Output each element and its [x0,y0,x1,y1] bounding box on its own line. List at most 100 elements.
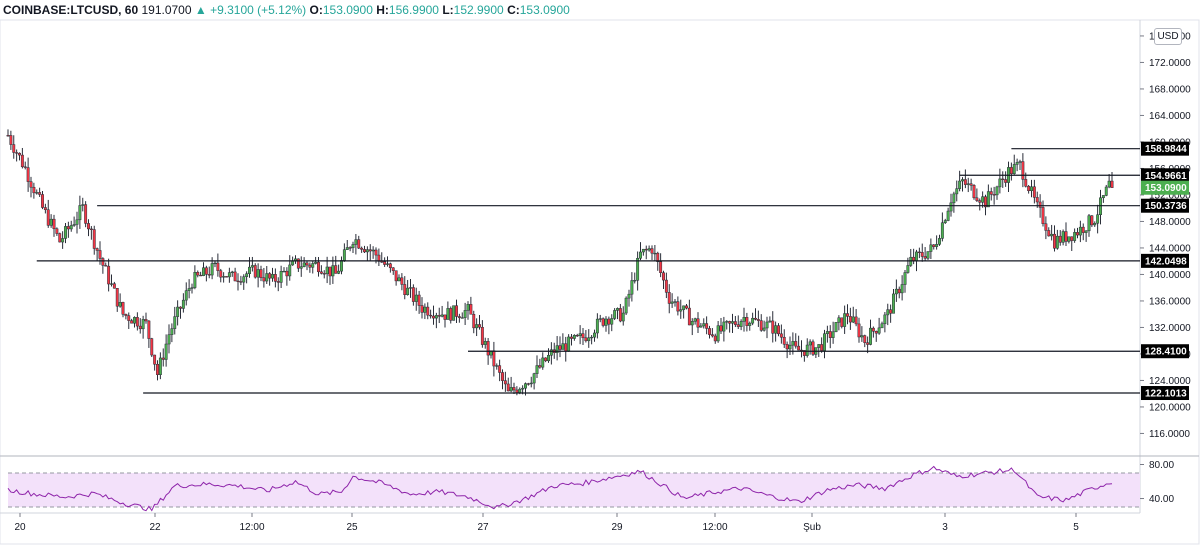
candle-body [248,266,251,274]
price-tick-label: 148.0000 [1149,217,1191,228]
candle-body [406,287,410,295]
time-tick-label: 12:00 [702,522,727,533]
symbol-title[interactable]: COINBASE:LTCUSD, 60 [3,3,139,17]
candle-body [89,228,93,230]
candle-body [664,279,668,293]
candle-body [1101,195,1105,199]
candle-body [35,192,39,194]
candle-body [581,333,585,339]
candle-body [397,277,401,282]
candle-body [279,271,283,283]
candle-body [843,313,847,327]
candle-body [259,269,263,278]
candle-body [423,306,427,313]
price-tick-label: 144.0000 [1149,243,1191,254]
candle-body [823,333,826,351]
candle-body [127,315,131,321]
candle-body [883,314,887,325]
rsi-band [8,473,1140,508]
price-axis[interactable]: 116.0000120.0000124.0000128.0000132.0000… [1140,31,1191,440]
currency-badge[interactable]: USD [1154,28,1182,45]
candle-body [575,334,579,337]
candle-body [472,314,476,329]
candle-body [940,222,944,239]
candle-body [1032,186,1036,198]
close-label: C: [507,3,520,17]
candle-body [107,265,111,285]
candle-body [802,350,806,356]
candle-body [156,363,159,375]
candle-body [808,341,812,346]
candle-body [466,304,470,311]
candle-body [184,290,188,301]
candle-body [110,283,113,285]
candle-body [1009,167,1013,175]
candle-body [414,294,418,302]
candle-body [871,327,875,332]
candle-body [673,301,677,303]
candle-body [1035,197,1039,203]
candles [6,129,1114,396]
candle-body [1015,162,1019,165]
candle-body [308,264,312,268]
candle-body [1047,230,1051,237]
symbol-header: COINBASE:LTCUSD, 60 191.0700 ▲ +9.3100 (… [3,1,570,19]
candle-body [917,251,921,253]
candle-body [886,309,890,316]
rsi-pane[interactable]: 80.00 40.00 [7,460,1174,512]
candle-body [702,323,706,327]
candle-body [383,261,387,265]
candle-body [518,388,522,393]
candle-body [777,325,780,335]
level-price-tag [1141,198,1189,213]
candle-body [271,274,274,279]
time-tick-label: 5 [1073,522,1079,533]
candle-body [207,274,211,276]
candle-body [926,251,930,259]
candle-body [820,344,824,351]
candle-body [532,373,536,384]
candle-body [282,270,286,273]
candle-body [811,341,815,355]
candle-body [1093,222,1097,226]
candle-body [432,315,435,319]
candle-body [998,178,1002,188]
candle-body [58,233,62,243]
candle-body [748,322,752,326]
candle-body [273,274,277,282]
horizontal-levels[interactable]: 158.9844 154.9661 150.3736 142.0498 128.4100… [36,141,1189,401]
price-tick-label: 124.0000 [1149,376,1191,387]
candle-body [420,305,424,313]
candle-body [647,248,651,251]
candle-body [118,302,122,307]
candle-body [363,249,366,253]
candle-body [386,263,389,265]
candle-body [785,344,789,350]
candle-body [570,336,573,339]
candle-body [121,302,125,315]
candle-body [1067,236,1071,242]
candle-body [144,319,148,322]
candle-body [900,284,904,294]
candle-body [403,284,407,295]
candle-body [328,266,332,277]
candle-body [23,166,27,168]
candle-body [837,317,841,323]
candle-body [995,186,999,196]
price-tick-label: 168.0000 [1149,84,1191,95]
time-axis[interactable]: 20 22 12:00 25 27 29 12:00 Şub 3 5 [14,513,1079,533]
candle-body [535,365,539,374]
candle-body [305,262,309,266]
candle-body [61,238,65,243]
candle-body [656,252,660,262]
price-tick-label: 140.0000 [1149,270,1191,281]
last-price-tag [1141,180,1189,195]
high-value: 156.9900 [388,3,439,17]
candle-body [863,335,867,343]
candle-body [529,382,533,385]
candle-body [687,307,691,326]
candle-body [874,331,878,334]
candle-body [541,357,545,368]
candle-body [975,197,979,201]
